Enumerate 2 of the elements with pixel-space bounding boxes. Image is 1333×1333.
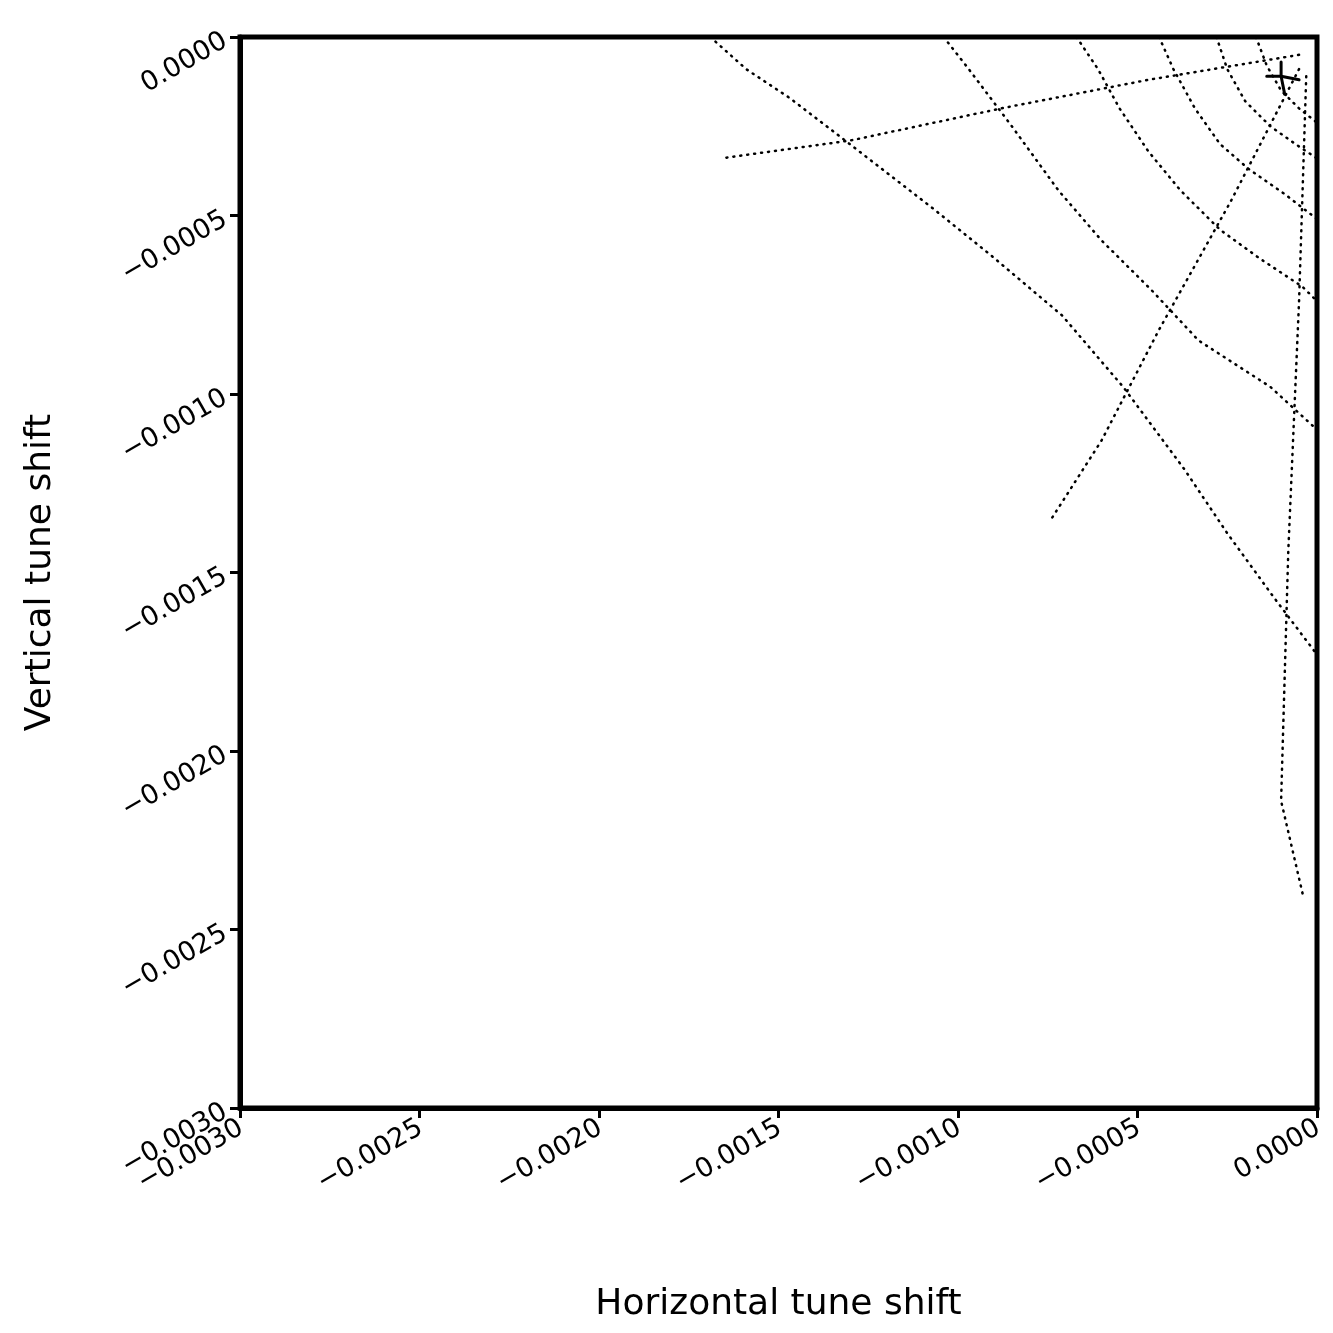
y-axis-title: Vertical tune shift [16, 413, 58, 732]
x-axis-title: Horizontal tune shift [595, 1280, 962, 1322]
